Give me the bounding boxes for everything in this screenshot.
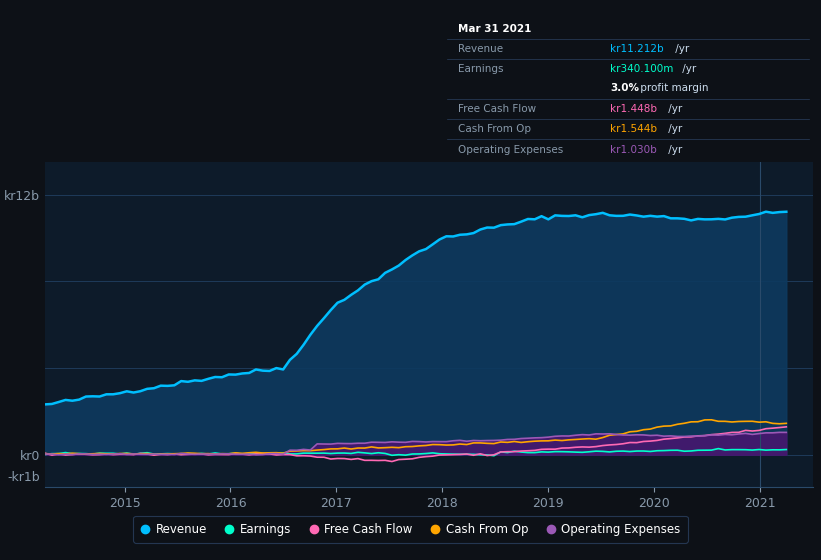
- Text: kr1.448b: kr1.448b: [610, 104, 657, 114]
- Text: Cash From Op: Cash From Op: [458, 124, 531, 134]
- Text: kr340.100m: kr340.100m: [610, 64, 673, 74]
- Legend: Revenue, Earnings, Free Cash Flow, Cash From Op, Operating Expenses: Revenue, Earnings, Free Cash Flow, Cash …: [133, 516, 688, 543]
- Text: /yr: /yr: [679, 64, 696, 74]
- Text: /yr: /yr: [672, 44, 689, 54]
- Text: Mar 31 2021: Mar 31 2021: [458, 24, 532, 34]
- Text: 3.0%: 3.0%: [610, 83, 639, 94]
- Text: Revenue: Revenue: [458, 44, 503, 54]
- Text: kr1.030b: kr1.030b: [610, 144, 657, 155]
- Text: profit margin: profit margin: [637, 83, 709, 94]
- Text: Earnings: Earnings: [458, 64, 504, 74]
- Text: /yr: /yr: [665, 124, 682, 134]
- Text: Operating Expenses: Operating Expenses: [458, 144, 563, 155]
- Text: /yr: /yr: [665, 144, 682, 155]
- Text: kr1.544b: kr1.544b: [610, 124, 657, 134]
- Text: Free Cash Flow: Free Cash Flow: [458, 104, 536, 114]
- Text: /yr: /yr: [665, 104, 682, 114]
- Text: kr11.212b: kr11.212b: [610, 44, 663, 54]
